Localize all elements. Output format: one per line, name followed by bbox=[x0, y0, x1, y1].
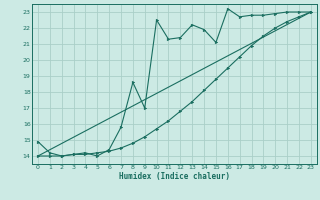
X-axis label: Humidex (Indice chaleur): Humidex (Indice chaleur) bbox=[119, 172, 230, 181]
